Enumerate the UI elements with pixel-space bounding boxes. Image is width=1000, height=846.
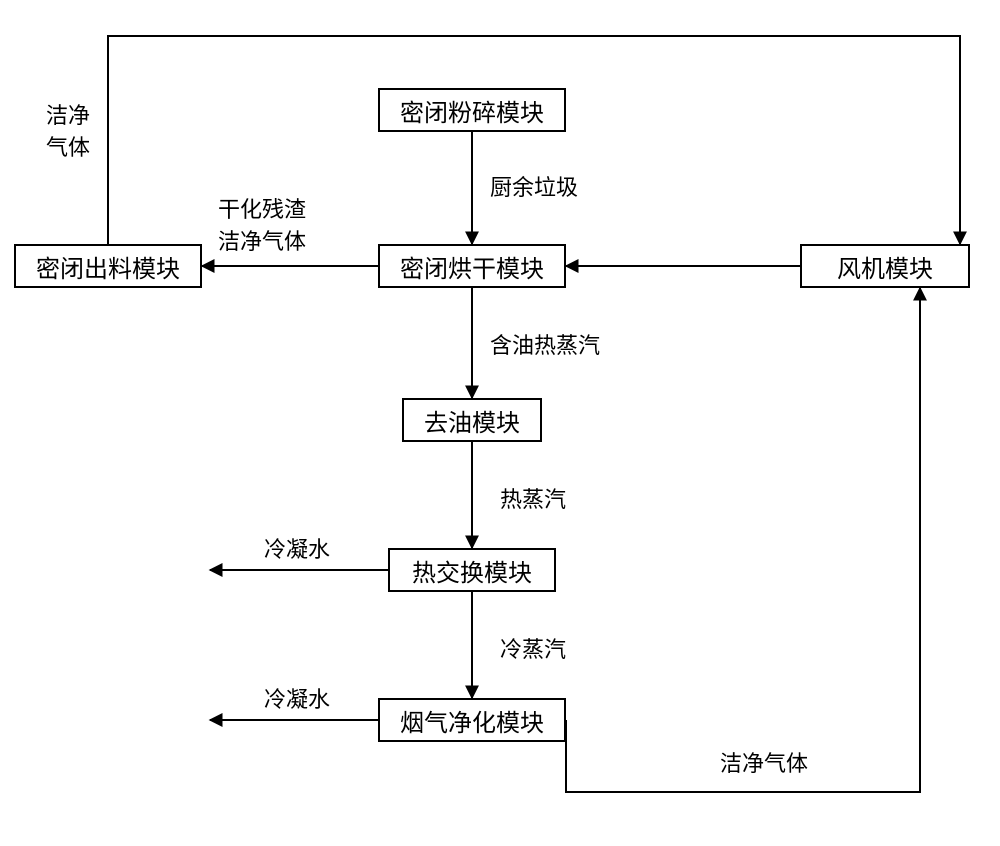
node-label: 密闭出料模块	[36, 249, 180, 284]
node-crushing-module: 密闭粉碎模块	[378, 88, 566, 132]
label-condensate-2: 冷凝水	[264, 682, 330, 714]
label-oily-steam: 含油热蒸汽	[490, 328, 600, 360]
node-label: 密闭烘干模块	[400, 249, 544, 284]
node-label: 风机模块	[837, 249, 933, 284]
label-clean-gas-left: 洁净 气体	[46, 98, 90, 162]
node-label: 热交换模块	[412, 553, 532, 588]
node-purify-module: 烟气净化模块	[378, 698, 566, 742]
label-dry-residue: 干化残渣 洁净气体	[218, 192, 306, 256]
node-discharge-module: 密闭出料模块	[14, 244, 202, 288]
node-heatex-module: 热交换模块	[388, 548, 556, 592]
label-kitchen-waste: 厨余垃圾	[490, 170, 578, 202]
node-drying-module: 密闭烘干模块	[378, 244, 566, 288]
label-clean-gas-bottom: 洁净气体	[720, 746, 808, 778]
label-hot-steam: 热蒸汽	[500, 482, 566, 514]
node-label: 密闭粉碎模块	[400, 93, 544, 128]
label-cold-steam: 冷蒸汽	[500, 632, 566, 664]
node-deoil-module: 去油模块	[402, 398, 542, 442]
label-condensate-1: 冷凝水	[264, 532, 330, 564]
node-fan-module: 风机模块	[800, 244, 970, 288]
node-label: 去油模块	[424, 403, 520, 438]
node-label: 烟气净化模块	[400, 703, 544, 738]
